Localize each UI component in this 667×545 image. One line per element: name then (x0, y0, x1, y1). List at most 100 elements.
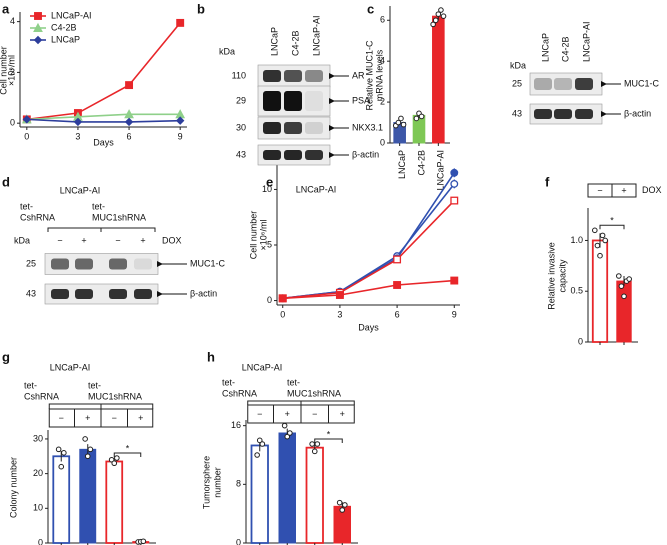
data-point (400, 121, 407, 128)
data-point (616, 273, 622, 279)
y-axis-label: Colony number (8, 457, 18, 518)
blot-band (134, 289, 152, 299)
group-label: tet- (92, 201, 105, 211)
data-point (254, 452, 260, 458)
group-label: CshRNA (222, 388, 257, 398)
y-axis-label: ×10⁶/ml (6, 55, 16, 86)
panel-letter: f (545, 174, 550, 189)
group-label: MUC1shRNA (88, 391, 142, 401)
legend-label: LNCaP-AI (51, 10, 92, 20)
condition-label: − (597, 185, 602, 195)
blot-band (575, 78, 593, 90)
protein-label: β-actin (352, 149, 379, 159)
x-tick-label: 6 (127, 131, 132, 141)
data-point (281, 422, 288, 429)
group-label: tet- (24, 380, 37, 390)
marker (124, 117, 134, 127)
lane-label: C4-2B (290, 30, 300, 56)
y-tick-label: 1.0 (570, 235, 583, 245)
group-label: CshRNA (20, 212, 55, 222)
panel-letter: d (2, 174, 10, 189)
legend-label: C4-2B (51, 22, 77, 32)
blot-band (109, 258, 127, 270)
y-axis-label: Cell number (248, 211, 258, 260)
data-point (398, 115, 404, 122)
y-tick-label: 20 (33, 468, 43, 478)
panel-title: LNCaP-AI (242, 362, 283, 372)
x-tick-label: LNCaP-AI (436, 150, 446, 191)
data-point (61, 450, 67, 456)
protein-label: MUC1-C (190, 258, 225, 268)
panel-letter: e (266, 174, 273, 189)
condition-label: + (138, 413, 143, 423)
y-tick-label: 0 (267, 295, 272, 305)
panel-letter: b (197, 1, 205, 16)
condition-label: − (115, 235, 120, 245)
condition-label: + (621, 185, 626, 195)
y-axis-label: ×10⁶/ml (258, 220, 268, 251)
y-tick-label: 4 (10, 16, 15, 26)
y-tick-label: 0.5 (570, 286, 583, 296)
panel-letter: c (367, 1, 374, 16)
lane-label: C4-2B (560, 36, 570, 62)
data-point (342, 502, 348, 508)
significance-bracket (113, 452, 142, 458)
blot-band (134, 258, 152, 270)
blot-band (534, 109, 552, 119)
group-label: MUC1shRNA (92, 212, 146, 222)
y-axis-label: number (212, 467, 222, 498)
data-point (440, 13, 447, 19)
data-point (58, 463, 65, 470)
blot-band (51, 258, 69, 270)
condition-label: + (85, 413, 90, 423)
y-tick-label: 10 (262, 184, 272, 194)
data-point (309, 441, 315, 447)
panel-letter: g (2, 349, 10, 364)
blot-band (51, 289, 69, 299)
x-tick-label: 9 (178, 131, 183, 141)
blot-band (109, 289, 127, 299)
data-point (256, 437, 263, 444)
condition-label: − (57, 235, 62, 245)
data-point (284, 433, 291, 440)
data-point (418, 113, 425, 120)
condition-label: + (340, 409, 345, 419)
data-point (114, 455, 120, 461)
data-point (111, 460, 118, 467)
bar (305, 446, 324, 544)
lane-label: LNCaP (269, 27, 279, 56)
bar (79, 448, 97, 544)
panel-letter: h (207, 349, 215, 364)
condition-label: − (112, 413, 117, 423)
marker (450, 168, 459, 177)
data-point (55, 446, 62, 453)
y-tick-label: 2 (10, 67, 15, 77)
y-tick-label: 5 (267, 239, 272, 249)
data-point (287, 430, 293, 436)
marker (393, 255, 402, 264)
x-tick-label: 9 (452, 309, 457, 319)
data-point (618, 283, 625, 289)
blot-band (263, 150, 281, 160)
group-label: tet- (222, 377, 235, 387)
data-point (435, 11, 442, 17)
data-point (602, 237, 609, 244)
kda-label: kDa (14, 235, 30, 245)
blot-band (305, 150, 323, 160)
blot-band (75, 258, 93, 270)
bar (250, 444, 269, 544)
significance-label: * (126, 443, 130, 453)
condition-name: DOX (642, 185, 662, 195)
x-tick-label: LNCaP (397, 150, 407, 179)
series-line (26, 113, 181, 121)
bar (105, 460, 124, 544)
protein-label: PSA (352, 95, 370, 105)
condition-label: − (257, 409, 262, 419)
y-tick-label: 4 (380, 56, 385, 66)
y-tick-label: 6 (380, 15, 385, 25)
blot-band (534, 78, 552, 90)
blot-band (284, 91, 302, 111)
protein-label: NKX3.1 (352, 122, 383, 132)
data-point (311, 448, 318, 455)
group-label: tet- (88, 380, 101, 390)
